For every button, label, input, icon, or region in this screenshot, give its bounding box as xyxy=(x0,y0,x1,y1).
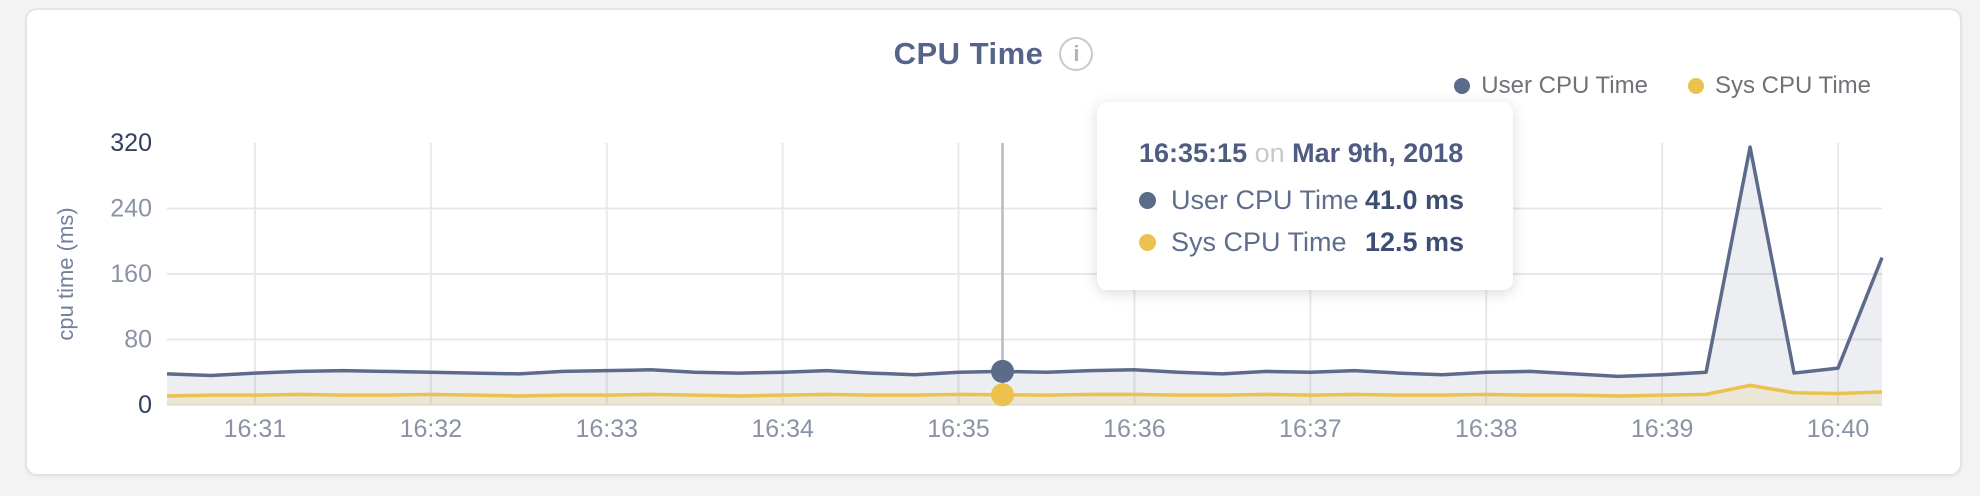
hover-tooltip: 16:35:15 on Mar 9th, 2018 User CPU Time … xyxy=(1097,102,1513,290)
tooltip-row-label: User CPU Time xyxy=(1171,185,1359,215)
sys-active-point[interactable] xyxy=(991,383,1015,407)
x-axis-tick-label: 16:39 xyxy=(1631,415,1694,443)
x-axis-tick-label: 16:38 xyxy=(1455,415,1518,443)
y-axis-tick-label: 240 xyxy=(110,195,152,223)
sys-series-dot-icon xyxy=(1139,234,1156,251)
x-axis-tick-label: 16:33 xyxy=(575,415,638,443)
user-cpu-line xyxy=(166,145,1884,379)
x-axis-tick-label: 16:40 xyxy=(1807,415,1870,443)
y-axis-tick-label: 160 xyxy=(110,260,152,288)
tooltip-header: 16:35:15 on Mar 9th, 2018 xyxy=(1139,138,1483,169)
x-axis-tick-label: 16:37 xyxy=(1279,415,1342,443)
tooltip-row-label: Sys CPU Time xyxy=(1171,227,1347,257)
info-icon[interactable]: i xyxy=(1059,37,1094,71)
user-cpu-area xyxy=(167,147,1882,405)
legend-label: Sys CPU Time xyxy=(1714,72,1871,99)
x-axis-tick-label: 16:36 xyxy=(1103,415,1166,443)
sys-series-dot-icon xyxy=(1687,78,1704,94)
legend: User CPU Time Sys CPU Time xyxy=(1454,72,1871,100)
user-series-dot-icon xyxy=(1454,78,1471,94)
user-series-dot-icon xyxy=(1139,192,1156,209)
legend-label: User CPU Time xyxy=(1481,72,1648,99)
sys-cpu-line xyxy=(166,383,1883,398)
y-axis-tick-label: 0 xyxy=(138,391,152,419)
tooltip-date: Mar 9th, 2018 xyxy=(1292,138,1464,168)
x-axis-tick-label: 16:32 xyxy=(400,415,463,443)
x-axis-tick-label: 16:34 xyxy=(751,415,814,443)
user-active-point[interactable] xyxy=(991,359,1015,383)
chart-header: CPU Time i xyxy=(27,36,1960,72)
tooltip-row-value: 12.5 ms xyxy=(1365,227,1465,257)
y-axis-tick-label: 80 xyxy=(124,326,152,354)
y-axis-title: cpu time (ms) xyxy=(53,207,78,340)
tooltip-row-user: User CPU Time 41.0 ms xyxy=(1139,185,1483,216)
x-axis-tick-label: 16:35 xyxy=(927,415,990,443)
x-axis-tick-label: 16:31 xyxy=(224,415,287,443)
legend-item-user-cpu-time[interactable]: User CPU Time xyxy=(1454,72,1648,100)
legend-item-sys-cpu-time[interactable]: Sys CPU Time xyxy=(1687,72,1871,100)
tooltip-row-value: 41.0 ms xyxy=(1365,185,1465,215)
chart-card: CPU Time i User CPU Time Sys CPU Time 0 8… xyxy=(25,8,1962,476)
chart-title: CPU Time xyxy=(893,36,1044,71)
tooltip-row-sys: Sys CPU Time 12.5 ms xyxy=(1139,227,1483,258)
tooltip-connector: on xyxy=(1254,138,1285,168)
y-axis-tick-label: 320 xyxy=(110,129,152,157)
tooltip-time: 16:35:15 xyxy=(1139,138,1248,168)
